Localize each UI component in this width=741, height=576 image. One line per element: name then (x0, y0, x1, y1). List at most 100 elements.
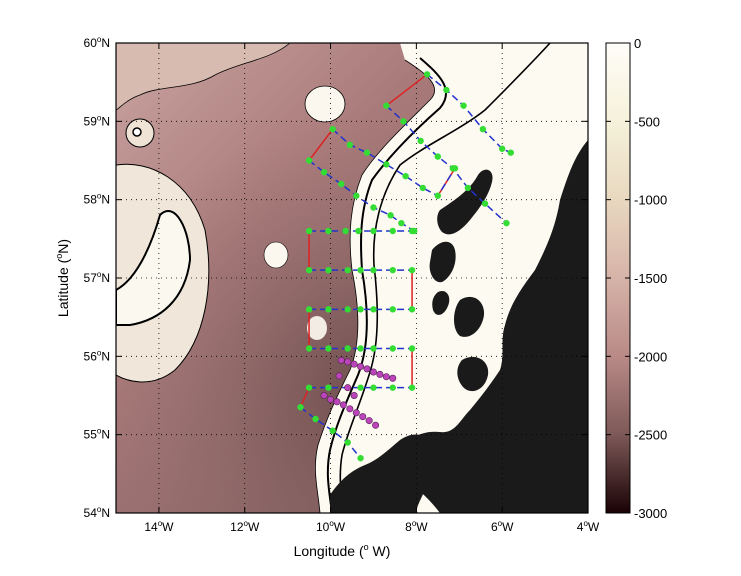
station-2-4 (402, 172, 409, 180)
station-7-5 (389, 345, 396, 352)
mooring-1-6 (359, 413, 367, 421)
colorbar-label-6: -3000 (634, 506, 667, 521)
x-tick-label-5: 4oW (577, 519, 600, 534)
station-9-1 (312, 415, 319, 423)
station-8-0 (305, 384, 313, 391)
mooring-0-7 (382, 373, 390, 381)
transect-line-3 (308, 159, 415, 232)
mooring-2-1 (344, 384, 352, 392)
mooring-0-8 (389, 374, 397, 382)
station-7-1 (325, 345, 332, 352)
station-6-6 (408, 306, 416, 313)
rockall-shallow (116, 210, 192, 326)
x-axis-title: Longitude (o W) (294, 542, 391, 559)
x-axis-ticks: 14oW 12oW 10oW 8oW 6oW 4oW (144, 43, 600, 534)
station-2-0 (329, 125, 336, 133)
station-3-6 (398, 219, 405, 227)
station-4-1 (325, 227, 332, 235)
connector-line-1 (308, 128, 334, 161)
mooring-0-6 (376, 370, 384, 378)
connector-line-2 (437, 167, 456, 197)
station-0-3 (434, 153, 442, 160)
mooring-0-0 (337, 356, 345, 364)
station-1-5 (507, 149, 514, 156)
station-5-4 (370, 266, 377, 274)
mooring-0-1 (344, 358, 352, 366)
station-2-2 (363, 149, 371, 156)
mooring-1-4 (346, 405, 354, 413)
mooring-1-3 (339, 401, 347, 409)
station-9-4 (357, 454, 364, 462)
y-axis-ticks: 54oN 55oN 56oN 57oN 58oN 59oN 60oN (84, 35, 588, 520)
contour-shelf-break (339, 43, 551, 513)
station-5-1 (325, 266, 332, 274)
mull-island (457, 356, 489, 392)
north-shelf (116, 43, 291, 111)
seamount-west-peak (132, 127, 142, 137)
x-tick-label-0: 14oW (144, 519, 174, 534)
station-1-3 (479, 125, 487, 133)
station-4-0 (305, 227, 313, 235)
mooring-0-5 (369, 368, 377, 376)
mooring-2-2 (350, 391, 358, 399)
station-1-2 (460, 102, 467, 109)
station-7-3 (357, 345, 364, 352)
y-tick-label-3: 57oN (84, 270, 110, 285)
station-8-6 (408, 384, 416, 391)
station-6-1 (325, 306, 332, 313)
colorbar-label-1: -500 (634, 114, 660, 129)
station-3-3 (353, 192, 360, 199)
mooring-1-1 (327, 395, 335, 403)
mooring-1-2 (333, 398, 341, 406)
station-7-4 (370, 345, 377, 352)
station-9-0 (297, 404, 304, 411)
station-8-5 (389, 384, 396, 391)
station-5-5 (389, 266, 396, 274)
station-1-4 (498, 145, 506, 152)
station-4-4 (370, 227, 377, 235)
colorbar-label-0: 0 (634, 36, 641, 51)
y-axis-title: Latitude (oN) (54, 239, 71, 317)
station-3-0 (305, 157, 313, 164)
rosemary-bank (304, 85, 346, 123)
station-5-6 (408, 266, 416, 274)
ireland-north (330, 434, 433, 513)
colorbar-label-3: -1500 (634, 271, 667, 286)
station-5-0 (305, 266, 313, 274)
x-tick-label-1: 12oW (230, 519, 260, 534)
mooring-0-2 (350, 360, 358, 368)
x-tick-label-4: 6oW (491, 519, 514, 534)
outer-hebrides-lewis (437, 169, 493, 235)
y-tick-label-2: 56oN (84, 348, 110, 363)
station-2-7 (451, 165, 459, 172)
y-tick-label-5: 59oN (84, 113, 110, 128)
station-7-2 (344, 345, 351, 352)
station-4-3 (355, 227, 362, 235)
skye-island (454, 296, 485, 337)
mooring-1-8 (372, 421, 380, 429)
y-tick-label-1: 55oN (84, 427, 110, 442)
mooring-0-3 (357, 363, 365, 371)
station-6-5 (389, 306, 396, 313)
colorbar-ticks: 0 -500 -1000 -1500 -2000 -2500 -3000 (606, 36, 667, 521)
station-0-0 (383, 102, 390, 109)
station-3-5 (387, 212, 394, 219)
station-7-0 (305, 345, 313, 352)
islay-island (495, 399, 513, 438)
mooring-2-0 (335, 372, 343, 380)
station-4-6 (408, 227, 416, 235)
station-8-4 (370, 384, 377, 391)
station-9-3 (344, 439, 351, 446)
hebrides-terrace-seamount (307, 316, 327, 340)
anton-dohrn-seamount (263, 241, 289, 269)
x-tick-label-3: 8oW (405, 519, 428, 534)
colorbar-label-2: -1000 (634, 193, 667, 208)
station-0-5 (464, 184, 472, 192)
outer-hebrides-barra (432, 290, 450, 315)
station-3-4 (370, 204, 377, 211)
station-1-0 (423, 71, 431, 78)
station-6-0 (305, 306, 313, 313)
station-6-3 (357, 306, 364, 313)
station-0-7 (503, 219, 510, 227)
